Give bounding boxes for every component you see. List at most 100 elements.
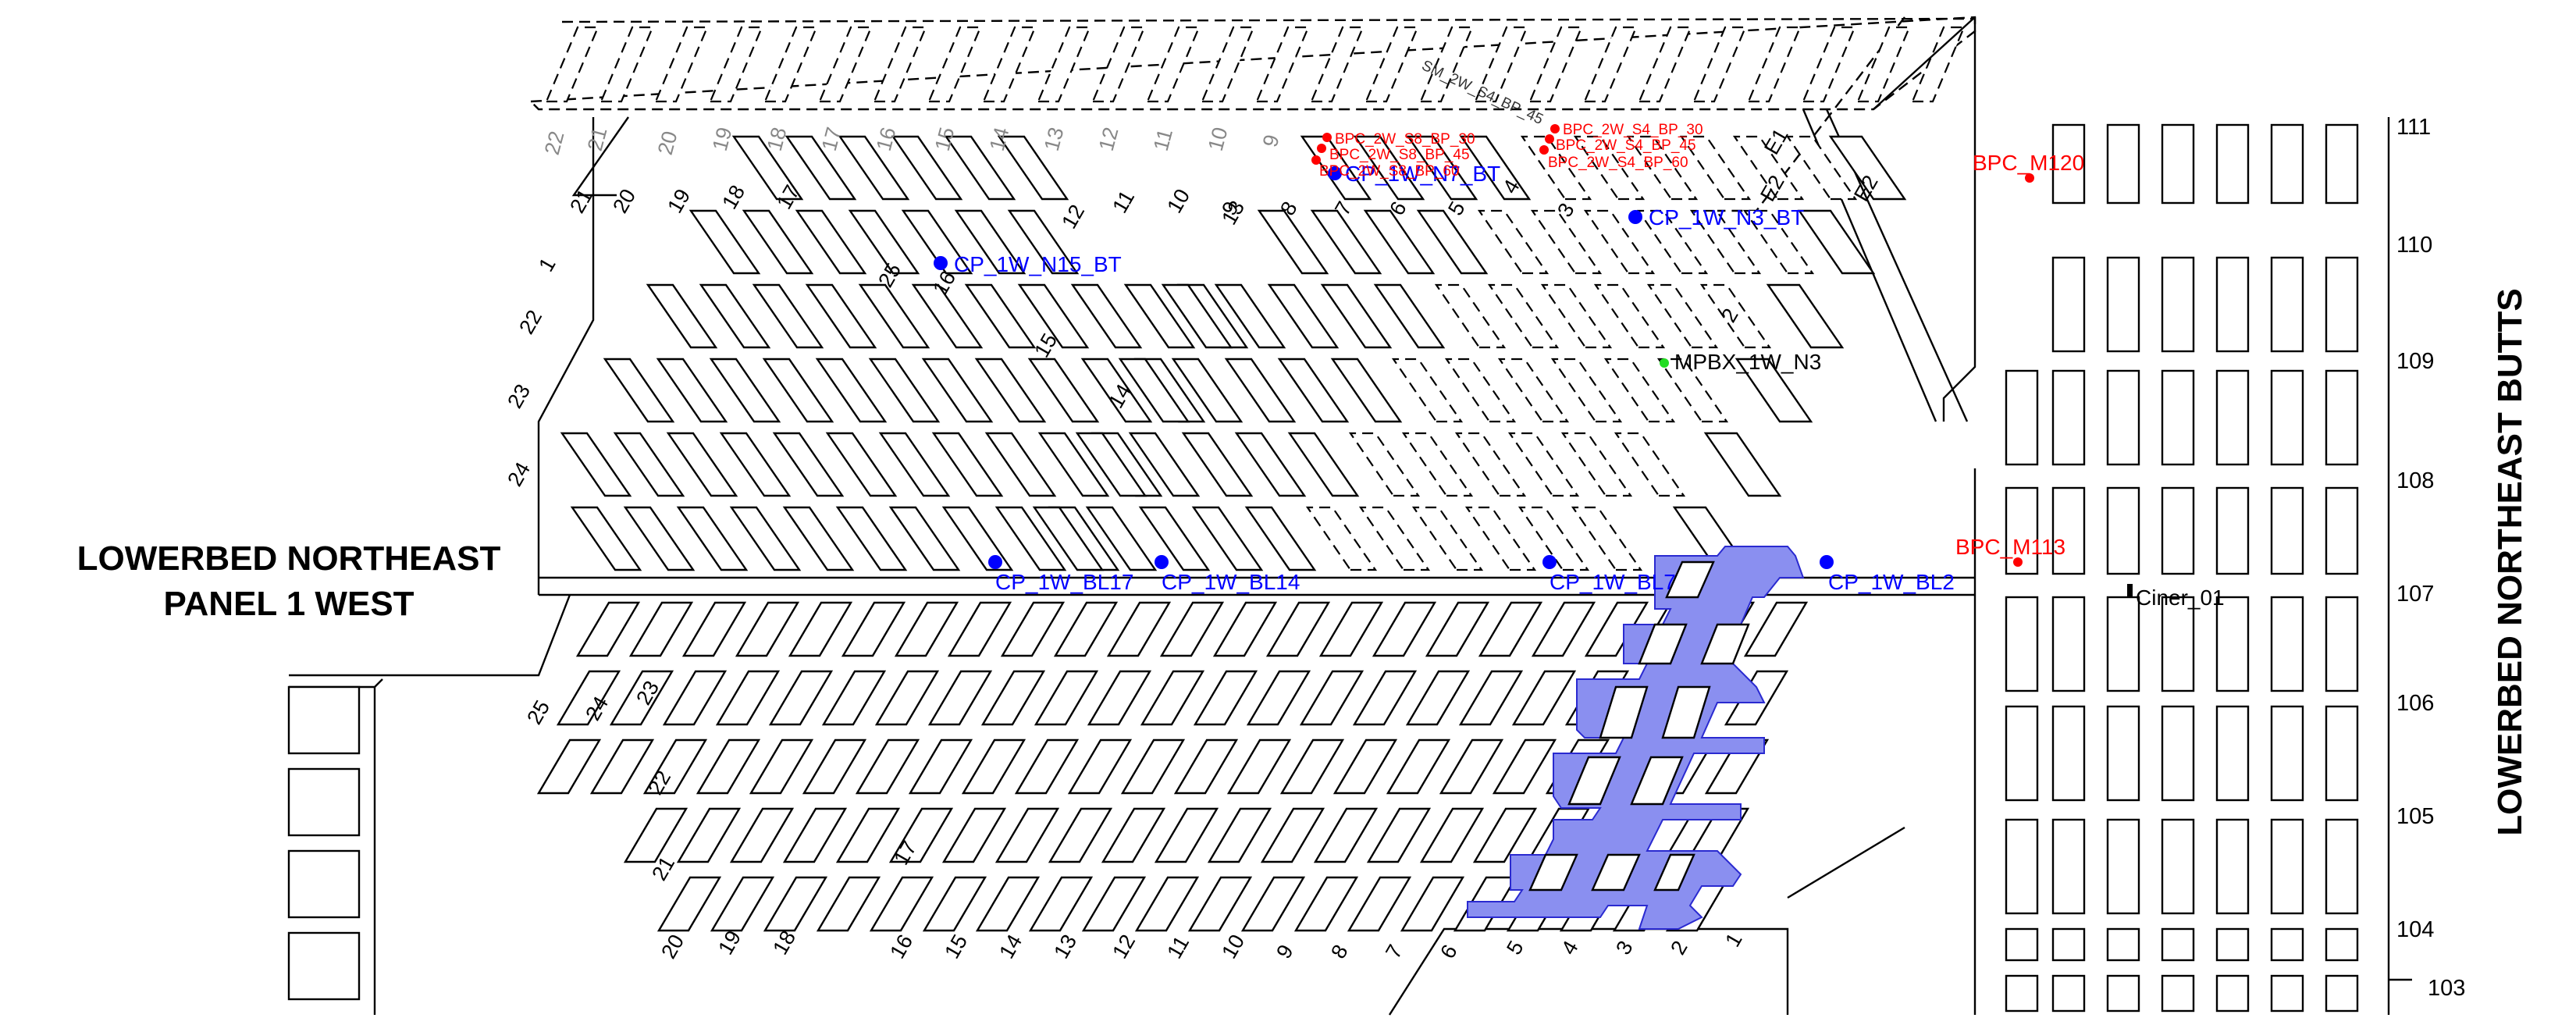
dashed-pillar (1732, 135, 1805, 201)
row-107: 107 (2396, 582, 2434, 607)
pillar (1366, 807, 1432, 863)
cp-1w-n7-bt-marker[interactable] (1328, 166, 1342, 180)
butt-block (2161, 705, 2195, 802)
pillar (1159, 601, 1225, 657)
cp-1w-bl7-marker[interactable] (1542, 555, 1557, 569)
dashed-pillar (654, 26, 709, 103)
pillar (1027, 358, 1100, 423)
pillar (1277, 358, 1350, 423)
pillar (1017, 283, 1090, 349)
pillar (681, 601, 747, 657)
dashed-pillar (1497, 358, 1570, 423)
ciner-01-marker[interactable] (2127, 584, 2133, 598)
pillar (1347, 876, 1412, 932)
dashed-pillar (1573, 135, 1646, 201)
pillar (1075, 432, 1147, 497)
pillar (1134, 876, 1200, 932)
butt-block (2215, 818, 2250, 915)
pillar (666, 432, 738, 497)
pillar (1207, 807, 1272, 863)
pillar (656, 876, 722, 932)
butt-block (2051, 369, 2086, 466)
dashed-pillar (1540, 283, 1613, 349)
pillar (1087, 670, 1152, 726)
pillar (710, 876, 775, 932)
cp-1w-bl7-label: CP_1W_BL7 (1550, 570, 1676, 594)
dashed-pillar (1507, 432, 1580, 497)
dashed-pillar (1593, 283, 1666, 349)
mined-hole (1528, 853, 1578, 892)
pillar (980, 670, 1046, 726)
dashed-pillar (1679, 135, 1752, 201)
bpc-2w-s8-bp-45-marker[interactable] (1317, 144, 1326, 153)
cp-1w-bl14-marker[interactable] (1155, 555, 1169, 569)
pillar (676, 807, 742, 863)
pillar (855, 738, 920, 795)
row-111: 111 (2396, 115, 2431, 140)
pillar (961, 738, 1026, 795)
pillar (715, 670, 781, 726)
bpc-2w-s4-bp-30-marker[interactable] (1550, 124, 1560, 133)
butt-block (2325, 369, 2359, 466)
pillar (1032, 506, 1105, 571)
mpbx-1w-n3-marker[interactable] (1660, 358, 1669, 368)
pillar (1053, 601, 1119, 657)
dashed-pillar (1692, 26, 1747, 103)
pillar (623, 506, 696, 571)
pillar (825, 432, 898, 497)
pillar (1299, 670, 1364, 726)
pillar (688, 209, 761, 275)
cp-1w-n15-bt-marker[interactable] (934, 256, 948, 270)
butt-block (2270, 369, 2304, 466)
pillar (699, 283, 771, 349)
pillar (642, 738, 708, 795)
pillar (788, 601, 853, 657)
butt-block (2215, 927, 2250, 962)
pillar (941, 807, 1007, 863)
cp-1w-bl2-marker[interactable] (1820, 555, 1834, 569)
crosscut-label: 11 (1162, 932, 1194, 963)
crosscut-label: 1 (1720, 929, 1746, 951)
pillar (888, 506, 961, 571)
pillar (729, 807, 795, 863)
butt-block (2005, 927, 2039, 962)
bpc-2w-s8-bp-60-marker[interactable] (1311, 155, 1321, 165)
pillar (749, 738, 814, 795)
pillar (1161, 283, 1233, 349)
bpc-2w-s4-bp-45-marker[interactable] (1545, 134, 1554, 144)
bpc-2w-s4-bp-60-marker[interactable] (1539, 145, 1549, 155)
upper-panel (537, 16, 1976, 578)
bpc-m113-label: BPC_M113 (1955, 535, 2065, 559)
dashed-pillar (1583, 26, 1638, 103)
pillar (570, 506, 642, 571)
bpc-2w-s8-bp-30-marker[interactable] (1322, 133, 1332, 142)
dashed-pillar (1646, 283, 1719, 349)
bpc-m113-marker[interactable] (2013, 557, 2023, 567)
pillar (931, 432, 1004, 497)
cp-1w-n3-bt-marker[interactable] (1628, 210, 1642, 224)
mined-hole (1599, 685, 1649, 739)
butt-block (2270, 486, 2304, 575)
pillar (947, 601, 1012, 657)
pillar (613, 432, 685, 497)
butt-block (2106, 818, 2140, 915)
pillar (835, 506, 908, 571)
butt-block (2106, 369, 2140, 466)
bpc-m120-marker[interactable] (2025, 173, 2034, 183)
pillar (735, 601, 800, 657)
dashed-pillar (1530, 209, 1603, 275)
pillar (1048, 807, 1113, 863)
pillar (763, 876, 828, 932)
butt-block (2325, 596, 2359, 692)
butt-block (2051, 818, 2086, 915)
pillar (975, 876, 1041, 932)
dashed-pillar (1358, 506, 1431, 571)
dashed-pillar (1434, 283, 1507, 349)
pillar (941, 506, 1014, 571)
pillar (1492, 738, 1557, 795)
pillar (1363, 209, 1436, 275)
pillar (858, 283, 930, 349)
pillar (752, 283, 824, 349)
pillar (1120, 738, 1186, 795)
cp-1w-bl17-marker[interactable] (988, 555, 1002, 569)
